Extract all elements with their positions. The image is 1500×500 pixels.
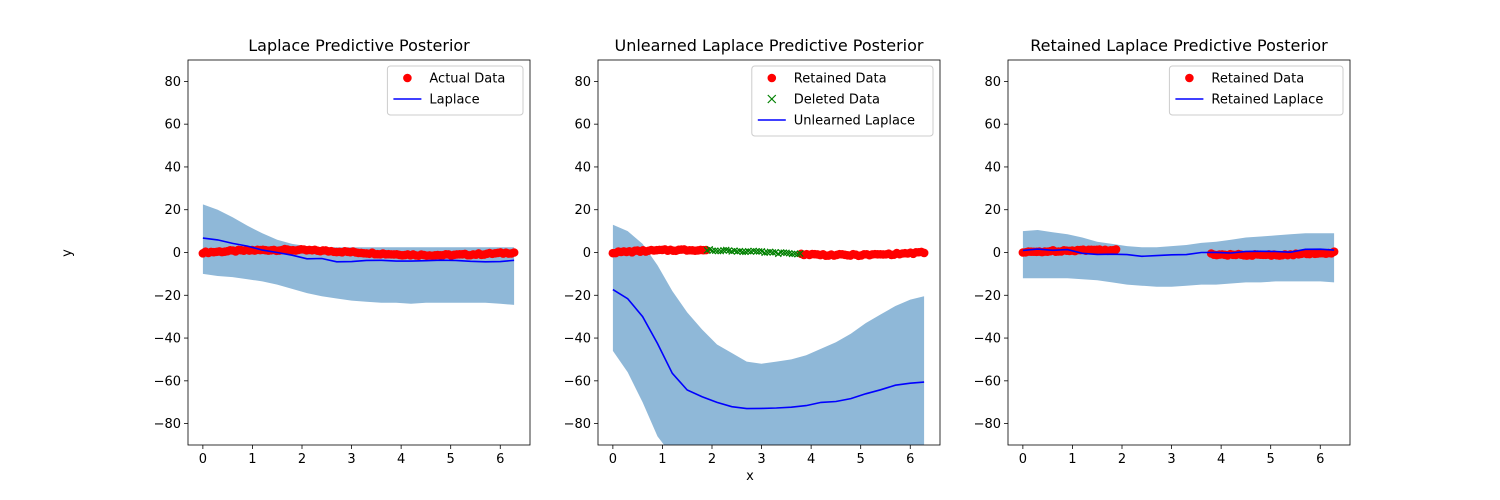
deleted-data-point (720, 246, 727, 254)
y-tick-label: −20 (564, 289, 591, 304)
data-point (1329, 247, 1339, 257)
x-tick-label: 3 (757, 452, 765, 467)
legend: Actual Data Laplace (386, 65, 524, 116)
x-axis-label: x (746, 469, 754, 484)
y-tick-label: −60 (564, 374, 591, 389)
x-tick-label: 5 (1267, 452, 1275, 467)
x-tick-label: 5 (857, 452, 865, 467)
y-tick-label: 20 (984, 203, 1001, 218)
legend-label: Deleted Data (794, 93, 880, 108)
panel-1: Laplace Predictive Posterior 0 1 2 3 4 5 6 −80 −6… (154, 36, 531, 467)
mean-line (202, 237, 515, 263)
y-tick-label: 0 (583, 246, 591, 261)
legend-label: Unlearned Laplace (794, 114, 915, 129)
x-tick-label: 6 (496, 452, 504, 467)
panel-3: Retained Laplace Predictive Posterior 0 1 2… (974, 36, 1351, 467)
deleted-data-point (796, 250, 804, 258)
panels: Laplace Predictive Posterior 0 1 2 3 4 5 6 −80 −6… (154, 36, 1351, 467)
x-tick-label: 1 (658, 452, 666, 467)
x-tick-label: 6 (906, 452, 914, 467)
y-tick-label: 80 (164, 75, 181, 90)
y-tick-label: −60 (154, 374, 181, 389)
legend-label: Actual Data (429, 72, 505, 87)
legend-marker (403, 73, 412, 83)
x-tick-label: 0 (199, 452, 207, 467)
y-axis-label: y (60, 249, 75, 257)
x-tick-label: 3 (347, 452, 355, 467)
y-tick-label: −20 (974, 289, 1001, 304)
y-tick-label: 60 (984, 118, 1001, 133)
x-tick-label: 2 (1118, 452, 1126, 467)
y-tick-label: 80 (984, 75, 1001, 90)
deleted-data-point (777, 248, 785, 256)
y-tick-label: −20 (154, 289, 181, 304)
x-tick-label: 0 (1019, 452, 1027, 467)
x-tick-label: 1 (1068, 452, 1076, 467)
deleted-data-point (752, 248, 760, 255)
mean-line (1022, 248, 1335, 258)
deleted-data-point (755, 248, 763, 255)
panel-title: Unlearned Laplace Predictive Posterior (615, 36, 924, 55)
legend-label: Retained Data (1211, 72, 1304, 87)
x-tick-label: 5 (447, 452, 455, 467)
y-tick-label: 40 (164, 160, 181, 175)
deleted-data-point (739, 248, 747, 256)
x-tick-label: 0 (609, 452, 617, 467)
data-point (509, 248, 519, 257)
y-tick-label: 20 (164, 203, 181, 218)
deleted-data-point (709, 247, 716, 255)
y-tick-label: −40 (154, 332, 181, 347)
mean-line (612, 288, 925, 410)
plot-area (198, 204, 519, 305)
data-point (1111, 245, 1121, 254)
legend-label: Laplace (429, 93, 479, 108)
x-tick-label: 2 (708, 452, 716, 467)
deleted-data-point (733, 248, 741, 255)
x-tick-label: 1 (248, 452, 256, 467)
plot-area (1018, 230, 1339, 287)
deleted-data-point (714, 247, 722, 255)
uncertainty-band (1022, 230, 1335, 287)
y-tick-label: 0 (993, 246, 1001, 261)
y-tick-label: 40 (984, 160, 1001, 175)
y-tick-label: −40 (974, 332, 1001, 347)
deleted-data-point (780, 249, 788, 257)
panel-title: Retained Laplace Predictive Posterior (1030, 36, 1328, 55)
legend-label: Retained Data (794, 72, 887, 87)
panel-2: Unlearned Laplace Predictive Posterior 0 1… (564, 36, 941, 467)
data-point (919, 248, 929, 258)
legend: Retained Data Deleted Data Unlearned Lapla… (751, 65, 934, 137)
deleted-data-point (791, 250, 799, 258)
x-tick-label: 4 (807, 452, 815, 467)
legend: Retained Data Retained Laplace (1168, 65, 1344, 116)
x-tick-label: 4 (397, 452, 405, 467)
panel-title: Laplace Predictive Posterior (248, 36, 470, 55)
y-tick-label: −40 (564, 332, 591, 347)
x-tick-label: 3 (1167, 452, 1175, 467)
y-tick-label: 60 (574, 118, 591, 133)
legend-marker (767, 94, 777, 104)
y-tick-label: −80 (974, 417, 1001, 432)
y-tick-label: 20 (574, 203, 591, 218)
legend-marker (1185, 73, 1194, 83)
uncertainty-band (612, 224, 925, 445)
x-tick-label: 2 (298, 452, 306, 467)
y-tick-label: −80 (564, 417, 591, 432)
y-tick-label: 60 (164, 118, 181, 133)
y-tick-label: −60 (974, 374, 1001, 389)
x-tick-label: 4 (1217, 452, 1225, 467)
y-tick-label: −80 (154, 417, 181, 432)
x-tick-label: 6 (1316, 452, 1324, 467)
legend-marker (767, 73, 777, 83)
deleted-data-point (788, 250, 796, 258)
deleted-data-point (744, 247, 752, 255)
y-tick-label: 40 (574, 160, 591, 175)
y-tick-label: 80 (574, 75, 591, 90)
y-tick-label: 0 (173, 246, 181, 261)
deleted-data-point (769, 248, 777, 256)
plot-area (608, 224, 929, 445)
legend-label: Retained Laplace (1211, 93, 1323, 108)
